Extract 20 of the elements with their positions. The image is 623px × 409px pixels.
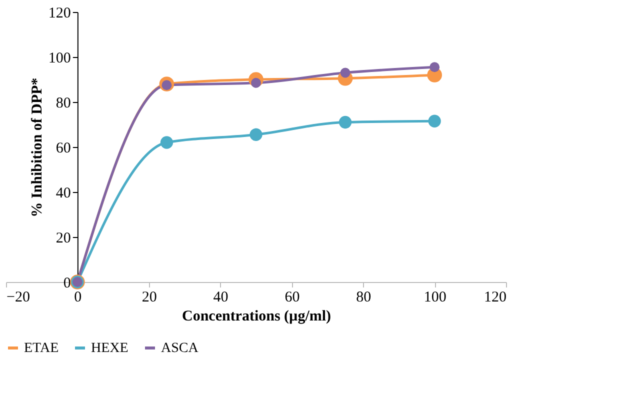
x-tick-label: 120 — [484, 290, 506, 306]
x-tick-label: 100 — [424, 290, 446, 306]
y-axis-title: % Inhibition of DPP* — [29, 78, 46, 218]
x-tick-label: −20 — [6, 290, 30, 306]
x-tick-label: 0 — [74, 290, 82, 306]
x-axis-title: Concentrations (µg/ml) — [182, 308, 332, 324]
legend-label: HEXE — [91, 341, 128, 356]
y-tick-label: 80 — [56, 96, 71, 112]
y-tick-label: 20 — [56, 230, 71, 246]
y-tick-label: 60 — [56, 140, 71, 156]
x-tick-label: 80 — [356, 290, 372, 306]
x-tick-label: 60 — [284, 290, 300, 306]
legend-label: ASCA — [161, 341, 200, 356]
x-tick-label: 20 — [142, 290, 157, 306]
y-tick-label: 40 — [56, 186, 71, 202]
x-tick-label: 40 — [213, 290, 228, 306]
y-tick-label: 120 — [48, 6, 71, 22]
y-tick-label: 100 — [48, 50, 71, 66]
legend-label: ETAE — [24, 341, 59, 356]
y-tick-label: 0 — [63, 276, 71, 292]
